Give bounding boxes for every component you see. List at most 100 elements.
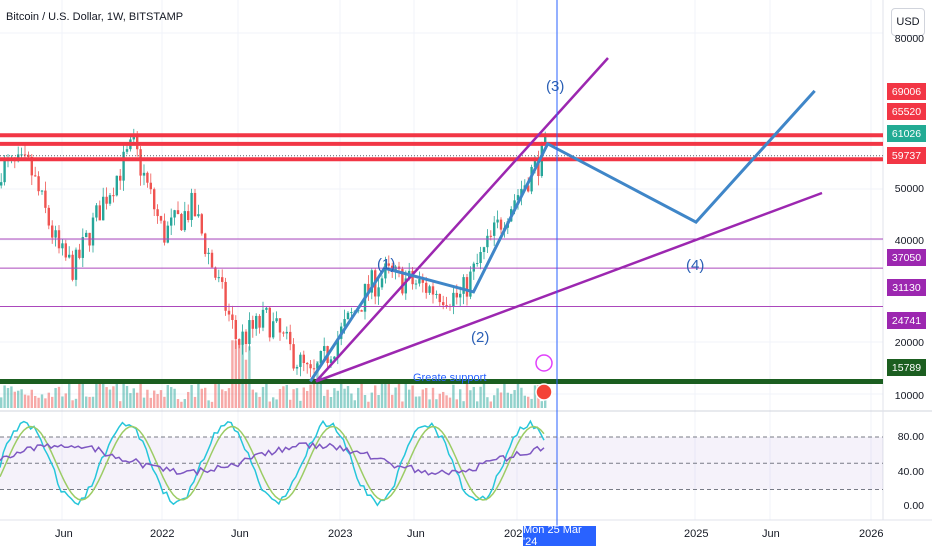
volume-bar [204,387,207,408]
candle-body [173,210,176,218]
volume-bar [102,382,105,408]
candle-body [27,154,30,157]
volume-bar [510,393,513,408]
candle-body [384,263,387,279]
candle-body [462,277,465,294]
candle-body [292,344,295,369]
candle-body [445,305,448,307]
volume-bar [523,395,526,408]
event-icon [535,354,553,372]
candle-body [431,286,435,295]
grid [0,0,932,521]
candle-body [68,254,71,258]
candle-body [0,182,3,186]
horizontal-levels [0,133,883,384]
candle-body [125,149,129,152]
volume-bar [299,400,302,408]
price-label-31130: 31130 [887,279,926,296]
candle-body [455,292,458,298]
volume-bar [217,383,220,408]
volume-bar [319,376,322,408]
volume-bar [346,386,350,408]
candle-body [156,209,159,217]
candle-body [516,195,520,201]
price-axis-tick: 50000 [894,183,924,195]
volume-bar [187,391,190,408]
volume-bar [170,387,173,408]
volume-bar [139,380,142,408]
wave-label-4: (4) [686,257,705,274]
volume-bar [268,401,271,408]
volume-bar [520,387,523,408]
time-axis-tick: 202 [504,528,523,540]
volume-bar [224,391,227,408]
candle-body [231,314,234,321]
volume-bar [309,384,312,408]
volume-bar [81,382,84,408]
candle-body [98,205,101,221]
volume-bar [85,396,88,408]
candle-body [244,331,248,345]
candle-body [425,282,428,293]
volume-bar [394,387,397,408]
volume-bar [54,388,57,408]
candle-body [459,293,462,298]
volume-bar [496,388,499,408]
candle-body [285,331,288,334]
stoch-k-line [0,419,545,507]
candle-body [102,196,105,221]
volume-bar [221,389,224,408]
volume-bar [20,389,23,408]
volume-bar [23,394,27,408]
volume-bar [530,398,533,408]
candle-body [346,312,350,320]
candle-body [139,149,142,176]
volume-bar [442,391,445,408]
candle-body [78,249,81,258]
volume-bar [61,396,64,408]
candle-body [360,310,363,312]
candle-body [336,338,339,357]
candle-body [306,362,309,365]
volume-bar [445,395,448,408]
candle-body [227,310,231,315]
volume-bar [74,398,78,408]
volume-bar [506,392,509,408]
volume-bar [452,384,455,408]
volume-bar [295,388,299,408]
price-axis-tick: 20000 [894,337,924,349]
candle-body [3,160,6,183]
currency-button[interactable]: USD [891,8,925,36]
candle-body [367,283,370,293]
volume-bar [71,400,74,408]
volume-bar [132,388,135,408]
volume-bar [272,397,275,408]
candle-body [469,271,472,297]
candle-body [115,175,118,196]
volume-bar [343,388,346,408]
candle-body [343,319,346,327]
time-axis-tick: Jun [55,528,73,540]
volume-bar [57,386,61,408]
volume-bar [136,392,139,408]
volume-bar [115,381,118,408]
candle-body [180,214,183,231]
volume-bar [234,340,237,408]
candle-body [309,364,312,369]
volume-bar [173,388,176,408]
candle-body [108,195,112,204]
volume-bar [146,389,149,408]
candle-body [248,320,251,345]
volume-bar [363,394,367,408]
volume-bar [210,401,214,408]
candle-body [302,354,305,363]
oscillator-axis-tick: 40.00 [897,466,924,478]
candle-body [421,279,424,283]
volume-bar [414,396,418,408]
volume-bar [95,382,98,408]
volume-bar [193,396,197,408]
volume-bar [408,389,411,408]
wave-label-2: (2) [471,329,490,346]
candle-body [255,315,258,329]
